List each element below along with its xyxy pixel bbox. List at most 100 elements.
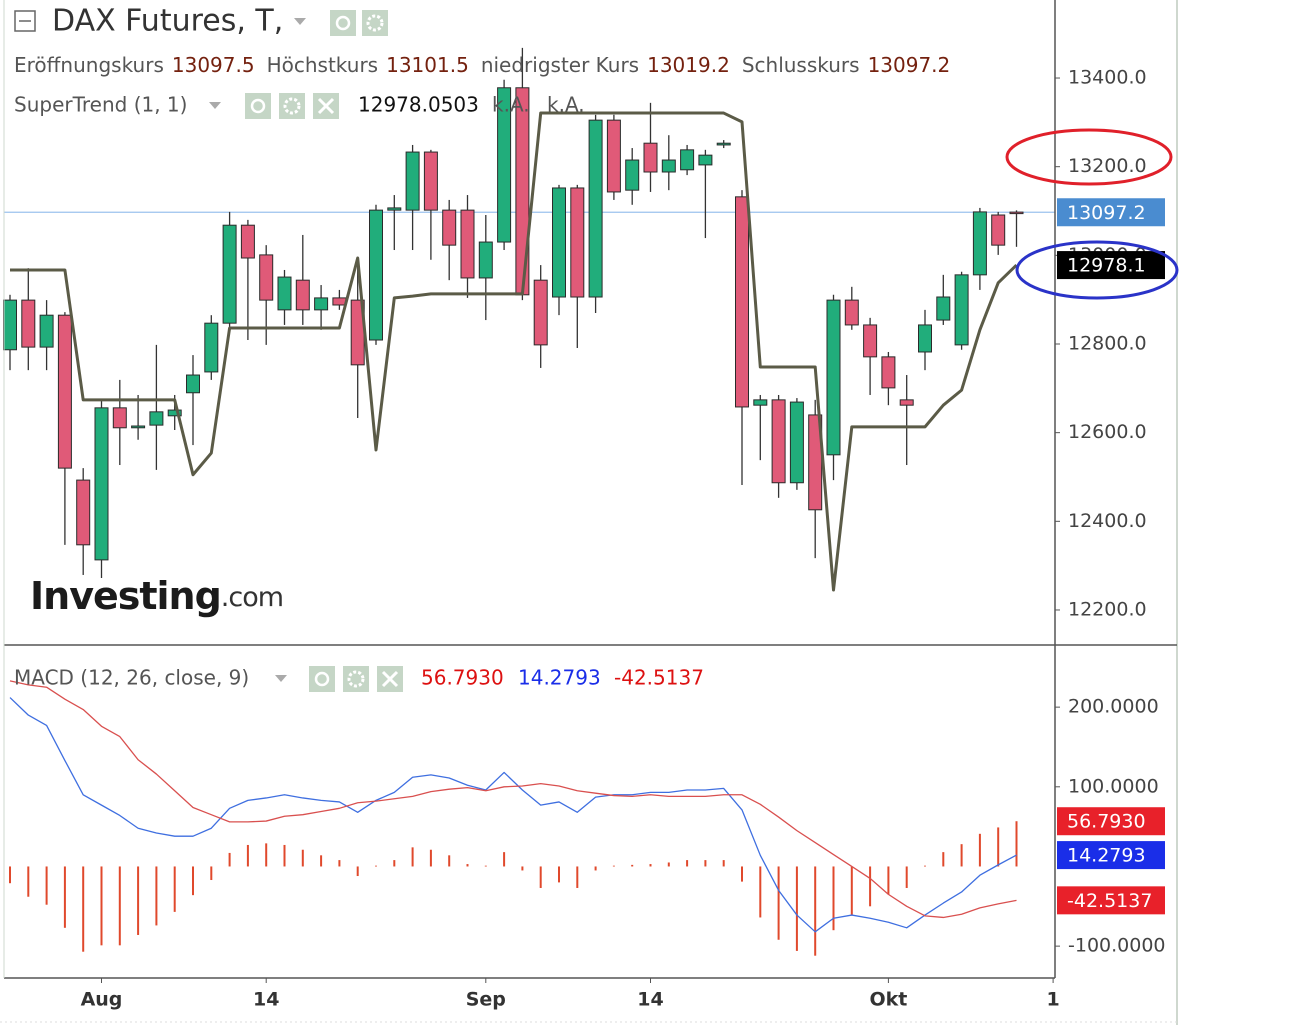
dropdown[interactable] — [294, 18, 306, 25]
histogram-bar — [429, 849, 432, 867]
low-label: niedrigster Kurs — [481, 53, 639, 77]
low-value: 13019.2 — [647, 53, 730, 77]
remove-glyph — [317, 97, 335, 115]
candle-body — [222, 224, 237, 324]
y-tick-label: 12800.0 — [1068, 333, 1147, 355]
eye-icon[interactable] — [245, 93, 271, 119]
settings-icon[interactable] — [279, 93, 305, 119]
candle-body — [680, 149, 695, 171]
x-tick-label: Aug — [81, 989, 123, 1011]
indicator-price-label: 12978.1 — [1067, 255, 1146, 277]
candle-body — [332, 297, 347, 306]
plot-layer: 13400.013200.013000.012800.012600.012400… — [3, 47, 1166, 1011]
histogram-bar — [375, 865, 377, 867]
candle-body — [936, 296, 951, 321]
histogram-bar — [631, 864, 634, 867]
settings-icon[interactable] — [362, 10, 388, 36]
candle-body — [753, 399, 768, 406]
candle-body — [21, 299, 36, 348]
candle-body — [552, 187, 566, 298]
y-tick-label: 13200.0 — [1068, 155, 1147, 177]
x-tick-label: Okt — [869, 989, 907, 1011]
candle-body — [112, 407, 127, 429]
candle-body — [899, 399, 914, 406]
candle-body — [716, 142, 731, 146]
histogram-bar — [594, 866, 597, 871]
settings-icon[interactable] — [343, 666, 369, 692]
y-tick-label: 200.0000 — [1068, 696, 1159, 718]
last-price-label: 13097.2 — [1067, 202, 1146, 224]
histogram-bar — [576, 866, 579, 888]
candle-body — [954, 274, 969, 346]
watermark: Investing.com — [30, 574, 283, 618]
histogram-bar — [393, 860, 396, 867]
macd-value: 14.2793 — [518, 666, 601, 690]
candle-body — [3, 299, 17, 351]
histogram-bar — [283, 844, 286, 867]
histogram-bar — [155, 866, 158, 926]
candle-body — [204, 322, 219, 373]
indicator-name: SuperTrend (1, 1) — [14, 93, 187, 117]
eye-icon[interactable] — [309, 666, 335, 692]
candle-body — [149, 411, 164, 426]
histogram-bar — [411, 847, 414, 867]
high-value: 13101.5 — [386, 53, 469, 77]
histogram-bar — [320, 855, 323, 867]
histogram-bar — [503, 852, 506, 867]
x-tick-label: 1 — [1046, 989, 1059, 1011]
candle-body — [606, 119, 621, 193]
histogram-bar — [686, 860, 689, 867]
open-value: 13097.5 — [172, 53, 255, 77]
candle-body — [735, 196, 749, 408]
histogram-bar — [356, 866, 359, 877]
histogram-bar — [448, 855, 451, 867]
indicator-name: MACD (12, 26, close, 9) — [14, 666, 249, 690]
candle-body — [844, 299, 859, 326]
indicator-line — [9, 697, 1017, 933]
histogram-bar — [850, 866, 853, 916]
histogram-bar — [795, 866, 798, 951]
na-label: k.A. — [547, 93, 585, 117]
indicator-axis-label-box — [1057, 841, 1165, 870]
candle-body — [1009, 211, 1024, 215]
candle-body — [789, 401, 804, 484]
dropdown[interactable] — [275, 675, 287, 682]
candle-body — [387, 207, 402, 211]
histogram-bar — [759, 866, 762, 918]
candle-body — [643, 142, 658, 173]
candle-body — [259, 254, 274, 301]
eye-icon[interactable] — [330, 10, 356, 36]
histogram-bar — [869, 866, 872, 907]
x-tick-label: 14 — [637, 989, 663, 1011]
histogram-bar — [612, 865, 615, 867]
chart-title: DAX Futures, T, — [52, 4, 283, 39]
candle-body — [186, 374, 200, 394]
candle-body — [661, 159, 676, 173]
candle-body — [314, 297, 329, 311]
candle-body — [771, 399, 786, 484]
y-tick-label: 100.0000 — [1068, 775, 1159, 797]
dropdown[interactable] — [209, 102, 221, 109]
last-price-label-box — [1057, 198, 1165, 227]
indicator-axis-label-box — [1057, 807, 1165, 836]
y-tick-label: 12600.0 — [1068, 421, 1147, 443]
open-label: Eröffnungskurs — [14, 53, 164, 77]
candle-body — [277, 276, 292, 311]
histogram-bar — [905, 866, 908, 888]
histogram-bar — [521, 866, 524, 871]
candle-body — [570, 187, 585, 298]
watermark-name: Investing — [30, 574, 221, 618]
histogram-bar — [63, 866, 66, 928]
histogram-bar — [960, 844, 963, 867]
candle-body — [497, 87, 512, 243]
histogram-bar — [192, 866, 194, 896]
candle-body — [167, 409, 182, 417]
supertrend-line — [10, 111, 1018, 592]
candle-body — [478, 241, 493, 279]
indicator-line — [9, 680, 1017, 919]
y-tick-label: 12200.0 — [1068, 598, 1147, 620]
collapse-button[interactable] — [14, 10, 36, 32]
histogram-bar — [137, 866, 140, 935]
histogram-bar — [484, 865, 487, 867]
